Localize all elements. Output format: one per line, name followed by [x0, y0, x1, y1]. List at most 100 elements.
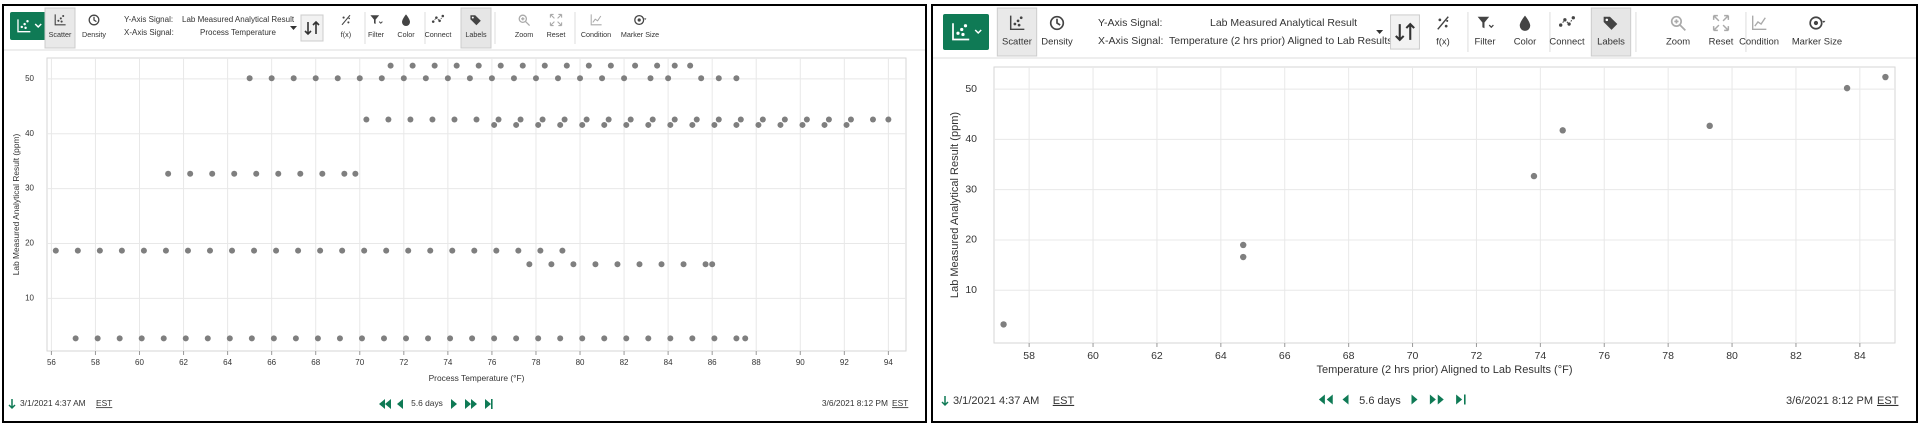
swap-axes-button[interactable]	[1390, 14, 1420, 50]
tool-icon[interactable]	[1437, 16, 1449, 30]
x-tick-label: 78	[532, 358, 541, 367]
point	[290, 75, 297, 82]
tool-label[interactable]: Color	[397, 30, 415, 39]
tool-icon[interactable]	[402, 14, 410, 26]
point	[400, 75, 407, 82]
nav-now[interactable]	[485, 399, 493, 409]
tool-icon[interactable]	[1559, 16, 1575, 27]
nav-back-fast[interactable]	[379, 399, 391, 409]
mode-icon[interactable]	[1049, 15, 1065, 31]
point	[715, 116, 722, 123]
point	[268, 75, 275, 82]
icon-part	[1019, 16, 1023, 20]
point	[715, 75, 722, 82]
icon-part	[634, 14, 645, 26]
mode-button-label[interactable]: Density	[1041, 37, 1073, 48]
nav-forward[interactable]	[451, 399, 457, 409]
point	[559, 247, 566, 254]
nav-forward-fast[interactable]	[1429, 394, 1444, 405]
point	[799, 121, 806, 128]
end-timezone[interactable]: EST	[1877, 395, 1899, 407]
point	[248, 335, 255, 342]
point	[539, 116, 546, 123]
y-tick-label: 10	[25, 293, 34, 302]
x-axis-title: Temperature (2 hrs prior) Aligned to Lab…	[1316, 364, 1572, 376]
point	[1240, 253, 1247, 261]
nav-back[interactable]	[397, 399, 403, 409]
point	[471, 247, 478, 254]
mode-button-label[interactable]: Scatter	[1002, 37, 1032, 48]
x-tick-label: 70	[1407, 350, 1419, 362]
step-back-icon	[941, 396, 949, 407]
nav-now[interactable]	[1456, 394, 1466, 405]
tool-label[interactable]: Marker Size	[1792, 37, 1842, 48]
point	[532, 75, 539, 82]
mode-icon[interactable]	[88, 14, 100, 26]
tool-label[interactable]: Color	[1514, 37, 1537, 48]
swap-axes-button[interactable]	[300, 14, 324, 42]
tool-icon[interactable]	[634, 14, 647, 26]
nav-forward-fast[interactable]	[465, 399, 477, 409]
nav-forward[interactable]	[1411, 394, 1418, 405]
swap-icon	[1395, 22, 1415, 42]
tool-icon[interactable]	[341, 14, 351, 26]
point	[352, 170, 359, 177]
tool-label[interactable]: Marker Size	[621, 30, 659, 39]
tool-label[interactable]: Connect	[425, 30, 452, 39]
view-menu-button[interactable]	[10, 12, 46, 40]
mode-icon[interactable]	[1009, 15, 1025, 31]
icon-part	[1016, 19, 1020, 23]
icon-part	[370, 15, 380, 24]
point	[689, 335, 696, 342]
tool-label[interactable]: f(x)	[341, 30, 351, 39]
point	[709, 261, 716, 268]
icon-part	[378, 21, 383, 24]
icon-part	[1013, 22, 1017, 26]
point	[689, 121, 696, 128]
nav-back[interactable]	[1342, 394, 1349, 405]
tool-label[interactable]: f(x)	[1436, 37, 1450, 48]
view-icon	[952, 23, 970, 41]
end-timezone[interactable]: EST	[892, 398, 908, 408]
x-tick-label: 66	[1279, 350, 1291, 362]
view-menu-button[interactable]	[943, 14, 989, 50]
start-timezone[interactable]: EST	[96, 398, 112, 408]
tool-icon[interactable]	[1519, 15, 1531, 31]
swap-icon	[304, 20, 320, 36]
time-span: 5.6 days	[411, 398, 443, 408]
y-tick-label: 50	[965, 83, 977, 95]
point	[885, 116, 892, 123]
mode-button-label[interactable]: Scatter	[49, 30, 72, 39]
point	[275, 170, 282, 177]
tool-icon[interactable]	[470, 15, 481, 26]
tool-label[interactable]: Filter	[1475, 37, 1496, 48]
point	[1559, 127, 1566, 134]
point	[667, 121, 674, 128]
point	[297, 170, 304, 177]
mode-button-label[interactable]: Density	[82, 30, 106, 39]
x-tick-label: 66	[267, 358, 276, 367]
nav-back-fast[interactable]	[1318, 394, 1333, 405]
mode-icon[interactable]	[54, 14, 66, 26]
point	[654, 62, 661, 69]
point	[781, 116, 788, 123]
icon-part	[304, 20, 320, 36]
start-time: 3/1/2021 4:37 AM	[953, 395, 1039, 407]
tool-icon[interactable]	[1477, 16, 1494, 29]
tool-label[interactable]: Filter	[368, 30, 385, 39]
tool-label[interactable]: Labels	[465, 30, 487, 39]
point	[742, 335, 749, 342]
time-span: 5.6 days	[1359, 395, 1401, 407]
tool-icon[interactable]	[370, 15, 383, 24]
tool-icon[interactable]	[1603, 16, 1618, 30]
point	[405, 247, 412, 254]
tool-label[interactable]: Labels	[1597, 37, 1625, 48]
view-icon	[17, 19, 31, 33]
tool-label[interactable]: Connect	[1549, 37, 1585, 48]
start-timezone[interactable]: EST	[1053, 395, 1075, 407]
tool-icon[interactable]	[1809, 16, 1826, 30]
icon-part	[1712, 14, 1730, 32]
tool-icon	[590, 14, 602, 26]
tool-icon[interactable]	[431, 14, 445, 23]
icon-part	[1519, 15, 1531, 31]
